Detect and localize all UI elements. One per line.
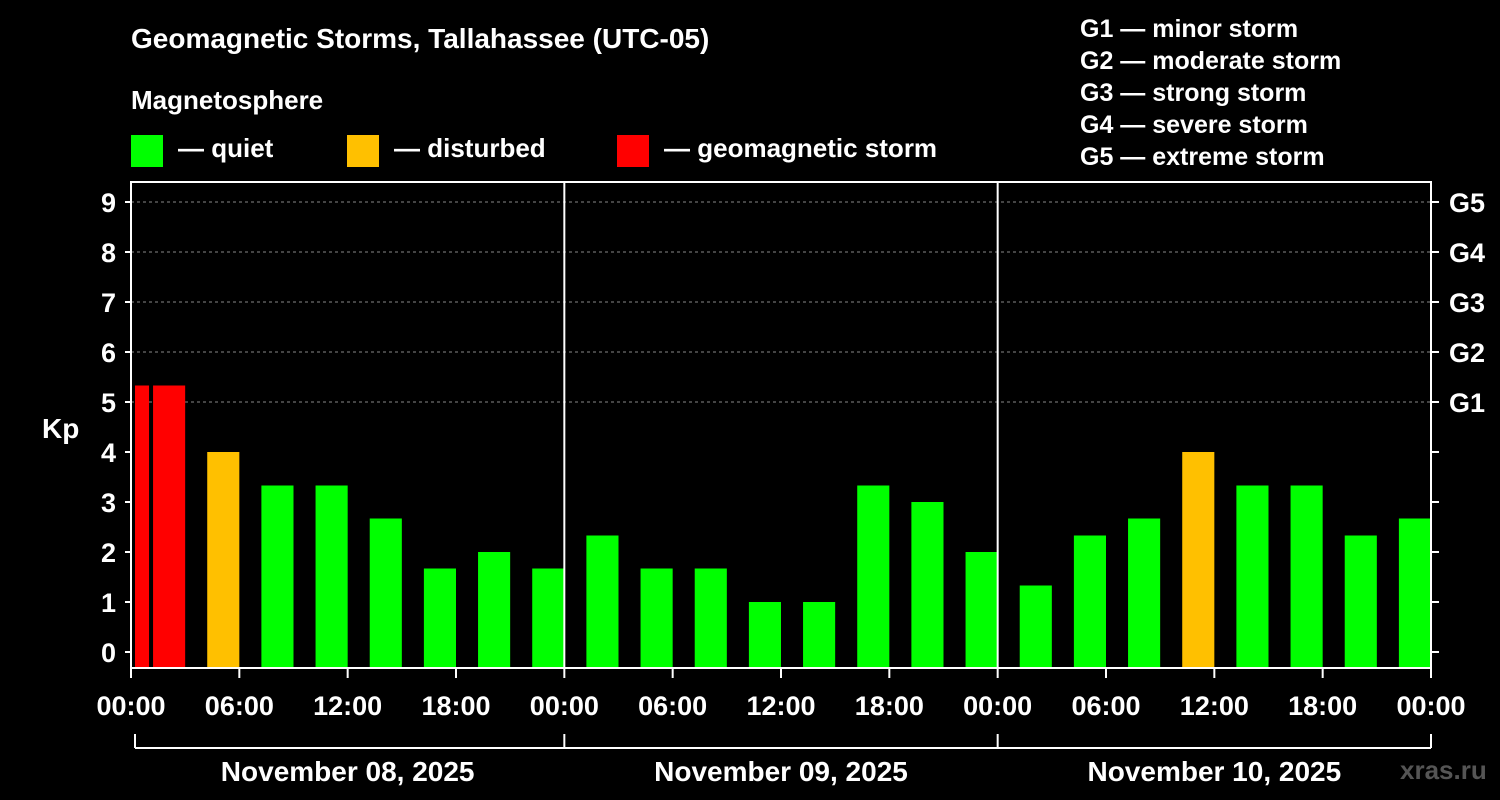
watermark: xras.ru bbox=[1400, 755, 1487, 785]
right-tick-label-g4: G4 bbox=[1449, 238, 1485, 268]
legend: — quiet — disturbed — geomagnetic storm bbox=[131, 133, 937, 167]
legend-label-disturbed: — disturbed bbox=[394, 133, 546, 163]
bar-kp-17 bbox=[1019, 585, 1052, 668]
y-tick-label: 2 bbox=[101, 538, 116, 568]
x-tick-label: 18:00 bbox=[855, 691, 924, 721]
bar-kp-7 bbox=[478, 552, 511, 668]
bar-kp-18 bbox=[1073, 535, 1106, 668]
bar-kp-0 bbox=[135, 385, 150, 668]
storm-scale-g1: G1 — minor storm bbox=[1080, 15, 1298, 43]
legend-swatch-storm bbox=[617, 135, 649, 167]
chart-subtitle: Magnetosphere bbox=[131, 85, 323, 115]
y-tick-label: 5 bbox=[101, 388, 116, 418]
x-tick-label: 06:00 bbox=[638, 691, 707, 721]
bar-kp-10 bbox=[640, 568, 673, 668]
storm-scale-g3: G3 — strong storm bbox=[1080, 79, 1306, 107]
right-ticks: G1 G2 G3 G4 G5 bbox=[1431, 188, 1485, 653]
bar-kp-1 bbox=[153, 385, 186, 668]
bar-kp-12 bbox=[748, 602, 781, 668]
bar-kp-21 bbox=[1236, 485, 1269, 668]
y-axis-label: Kp bbox=[42, 413, 79, 444]
y-tick-label: 7 bbox=[101, 288, 116, 318]
right-tick-label-g5: G5 bbox=[1449, 188, 1485, 218]
y-tick-label: 0 bbox=[101, 638, 116, 668]
storm-scale-list: G1 — minor storm G2 — moderate storm G3 … bbox=[1080, 15, 1341, 171]
bar-kp-15 bbox=[911, 502, 944, 668]
legend-label-storm: — geomagnetic storm bbox=[664, 133, 937, 163]
x-tick-label: 00:00 bbox=[963, 691, 1032, 721]
bar-kp-24 bbox=[1398, 518, 1431, 668]
day-labels: November 08, 2025 November 09, 2025 Novemb… bbox=[134, 734, 1432, 787]
x-tick-label: 18:00 bbox=[421, 691, 490, 721]
y-tick-label: 1 bbox=[101, 588, 116, 618]
legend-swatch-quiet bbox=[131, 135, 163, 167]
x-tick-label: 12:00 bbox=[1180, 691, 1249, 721]
bar-kp-14 bbox=[857, 485, 890, 668]
day-label: November 09, 2025 bbox=[654, 756, 908, 787]
storm-scale-g5: G5 — extreme storm bbox=[1080, 143, 1325, 171]
bar-kp-11 bbox=[694, 568, 727, 668]
x-ticks: 00:00 06:00 12:00 18:00 00:00 06:00 12:00 18:00… bbox=[96, 668, 1466, 721]
bar-kp-13 bbox=[803, 602, 836, 668]
right-tick-label-g3: G3 bbox=[1449, 288, 1485, 318]
bars bbox=[135, 385, 1431, 668]
bar-kp-4 bbox=[315, 485, 348, 668]
bar-kp-5 bbox=[369, 518, 402, 668]
x-tick-label: 06:00 bbox=[205, 691, 274, 721]
bar-kp-8 bbox=[532, 568, 565, 668]
x-tick-label: 00:00 bbox=[1396, 691, 1465, 721]
legend-label-quiet: — quiet bbox=[178, 133, 274, 163]
y-tick-label: 3 bbox=[101, 488, 116, 518]
y-tick-label: 4 bbox=[101, 438, 116, 468]
chart-title: Geomagnetic Storms, Tallahassee (UTC-05) bbox=[131, 23, 709, 54]
y-ticks: 0 1 2 3 4 5 6 7 8 9 bbox=[101, 188, 131, 668]
day-label: November 10, 2025 bbox=[1087, 756, 1341, 787]
x-tick-label: 12:00 bbox=[746, 691, 815, 721]
x-tick-label: 00:00 bbox=[96, 691, 165, 721]
x-tick-label: 06:00 bbox=[1071, 691, 1140, 721]
storm-scale-g4: G4 — severe storm bbox=[1080, 111, 1308, 139]
day-label: November 08, 2025 bbox=[221, 756, 475, 787]
x-tick-label: 00:00 bbox=[530, 691, 599, 721]
bar-kp-23 bbox=[1344, 535, 1377, 668]
storm-scale-g2: G2 — moderate storm bbox=[1080, 47, 1341, 75]
right-tick-label-g1: G1 bbox=[1449, 388, 1485, 418]
bar-kp-22 bbox=[1290, 485, 1323, 668]
x-tick-label: 12:00 bbox=[313, 691, 382, 721]
y-tick-label: 9 bbox=[101, 188, 116, 218]
bar-kp-2 bbox=[207, 452, 240, 668]
bar-kp-9 bbox=[586, 535, 619, 668]
y-tick-label: 6 bbox=[101, 338, 116, 368]
legend-swatch-disturbed bbox=[347, 135, 379, 167]
x-tick-label: 18:00 bbox=[1288, 691, 1357, 721]
bar-kp-16 bbox=[965, 552, 998, 668]
bar-kp-6 bbox=[423, 568, 456, 668]
y-tick-label: 8 bbox=[101, 238, 116, 268]
bar-kp-3 bbox=[261, 485, 294, 668]
bar-kp-19 bbox=[1128, 518, 1161, 668]
bar-kp-20 bbox=[1182, 452, 1215, 668]
right-tick-label-g2: G2 bbox=[1449, 338, 1485, 368]
grid bbox=[131, 201, 1431, 403]
